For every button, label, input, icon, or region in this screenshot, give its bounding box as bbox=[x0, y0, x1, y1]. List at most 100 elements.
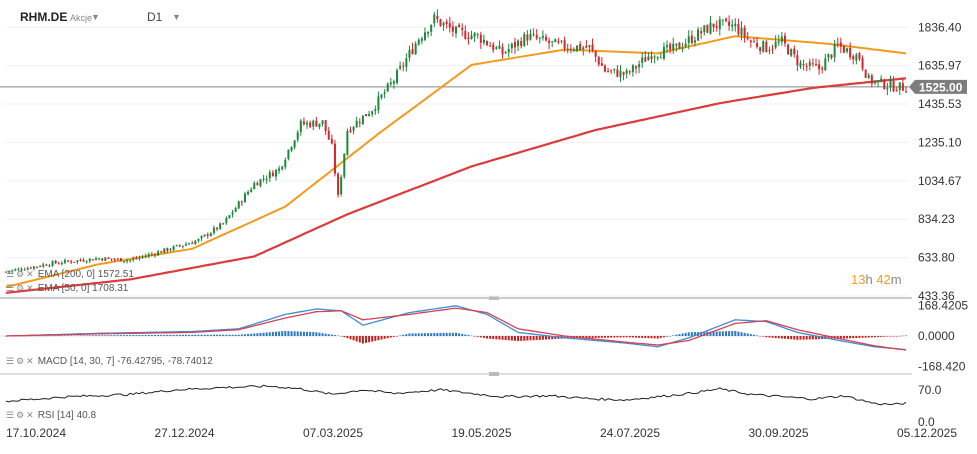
candle[interactable] bbox=[610, 69, 613, 75]
legend-rsi[interactable]: ☰ ⚙ ✕ RSI [14] 40.8 bbox=[6, 410, 96, 421]
candle-body[interactable] bbox=[675, 43, 678, 46]
candle[interactable] bbox=[262, 174, 265, 183]
candle-body[interactable] bbox=[107, 257, 110, 259]
candle[interactable] bbox=[306, 120, 309, 129]
candle-body[interactable] bbox=[14, 269, 17, 271]
candle-body[interactable] bbox=[445, 21, 448, 24]
candle[interactable] bbox=[392, 79, 395, 89]
candle[interactable] bbox=[808, 58, 811, 71]
candle-body[interactable] bbox=[439, 19, 442, 26]
candle-body[interactable] bbox=[101, 258, 104, 261]
candle-body[interactable] bbox=[306, 122, 309, 125]
panel-resize-handle[interactable] bbox=[489, 296, 499, 300]
candle-body[interactable] bbox=[405, 58, 408, 67]
candle-body[interactable] bbox=[793, 48, 796, 55]
candle-body[interactable] bbox=[768, 50, 771, 52]
candle-body[interactable] bbox=[94, 258, 98, 260]
candle-body[interactable] bbox=[898, 82, 901, 91]
candle[interactable] bbox=[231, 209, 234, 218]
candle-body[interactable] bbox=[846, 48, 849, 52]
candle-body[interactable] bbox=[830, 54, 833, 58]
candle[interactable] bbox=[119, 257, 122, 262]
candle-body[interactable] bbox=[883, 79, 886, 89]
candle-body[interactable] bbox=[563, 40, 566, 49]
candle[interactable] bbox=[157, 249, 160, 256]
candle-body[interactable] bbox=[473, 32, 476, 37]
candle[interactable] bbox=[132, 256, 135, 262]
candle[interactable] bbox=[361, 115, 364, 126]
candle-body[interactable] bbox=[852, 56, 855, 60]
candle[interactable] bbox=[333, 139, 336, 177]
candle[interactable] bbox=[216, 227, 219, 232]
candle[interactable] bbox=[399, 61, 402, 70]
list-icon[interactable]: ☰ bbox=[6, 269, 15, 279]
panel-resize-handle[interactable] bbox=[489, 372, 499, 376]
candle[interactable] bbox=[423, 27, 426, 42]
candle-body[interactable] bbox=[358, 122, 361, 124]
close-icon[interactable]: ✕ bbox=[26, 269, 34, 279]
candle-body[interactable] bbox=[60, 263, 63, 265]
candle[interactable] bbox=[445, 19, 448, 29]
candle-body[interactable] bbox=[361, 115, 364, 125]
candle[interactable] bbox=[110, 258, 113, 262]
candle-body[interactable] bbox=[619, 70, 622, 77]
candle-body[interactable] bbox=[324, 120, 327, 132]
candle[interactable] bbox=[802, 59, 805, 71]
candle-body[interactable] bbox=[467, 37, 470, 40]
candle-body[interactable] bbox=[824, 58, 827, 71]
candle-body[interactable] bbox=[715, 26, 718, 28]
candle-body[interactable] bbox=[57, 263, 60, 265]
candle[interactable] bbox=[774, 35, 777, 50]
candle[interactable] bbox=[386, 82, 389, 93]
candle-body[interactable] bbox=[150, 253, 153, 255]
candle-body[interactable] bbox=[877, 80, 880, 82]
candle-body[interactable] bbox=[222, 223, 225, 225]
candle-body[interactable] bbox=[700, 31, 703, 34]
candle[interactable] bbox=[380, 93, 383, 100]
candle-body[interactable] bbox=[855, 54, 858, 61]
candle[interactable] bbox=[166, 247, 169, 253]
candle-body[interactable] bbox=[237, 201, 240, 209]
candle[interactable] bbox=[752, 37, 755, 43]
candle-body[interactable] bbox=[153, 254, 156, 256]
candle-body[interactable] bbox=[132, 258, 135, 261]
candle[interactable] bbox=[113, 258, 116, 262]
candle-body[interactable] bbox=[873, 80, 876, 84]
candle-body[interactable] bbox=[181, 245, 184, 247]
candle-body[interactable] bbox=[728, 21, 731, 26]
candle[interactable] bbox=[222, 222, 225, 225]
candle-body[interactable] bbox=[836, 43, 839, 45]
candle-body[interactable] bbox=[45, 264, 48, 266]
candle-body[interactable] bbox=[901, 83, 904, 91]
candle[interactable] bbox=[600, 57, 603, 66]
candle[interactable] bbox=[572, 47, 575, 53]
candle[interactable] bbox=[737, 18, 740, 36]
candle-body[interactable] bbox=[805, 65, 808, 67]
candle-body[interactable] bbox=[352, 127, 355, 131]
candle[interactable] bbox=[337, 172, 340, 198]
candle[interactable] bbox=[243, 191, 246, 203]
candle-body[interactable] bbox=[464, 30, 467, 39]
candle[interactable] bbox=[607, 67, 610, 73]
settings-icon[interactable]: ⚙ bbox=[16, 410, 25, 420]
candle-body[interactable] bbox=[126, 260, 129, 262]
candle-body[interactable] bbox=[622, 72, 625, 75]
candle-body[interactable] bbox=[724, 18, 728, 21]
candle[interactable] bbox=[57, 261, 60, 265]
candle[interactable] bbox=[129, 259, 132, 263]
close-icon[interactable]: ✕ bbox=[26, 283, 34, 293]
candle[interactable] bbox=[482, 34, 485, 46]
candle-body[interactable] bbox=[243, 193, 246, 203]
candle[interactable] bbox=[787, 43, 790, 55]
candle[interactable] bbox=[647, 52, 650, 61]
candle[interactable] bbox=[693, 36, 696, 47]
candle[interactable] bbox=[247, 190, 250, 196]
candle-body[interactable] bbox=[833, 43, 836, 58]
candle-body[interactable] bbox=[576, 45, 579, 51]
candle[interactable] bbox=[287, 149, 290, 161]
candle[interactable] bbox=[641, 52, 644, 68]
candle[interactable] bbox=[433, 11, 436, 27]
candle[interactable] bbox=[662, 42, 665, 61]
candle[interactable] bbox=[889, 75, 892, 92]
candle[interactable] bbox=[904, 86, 908, 93]
